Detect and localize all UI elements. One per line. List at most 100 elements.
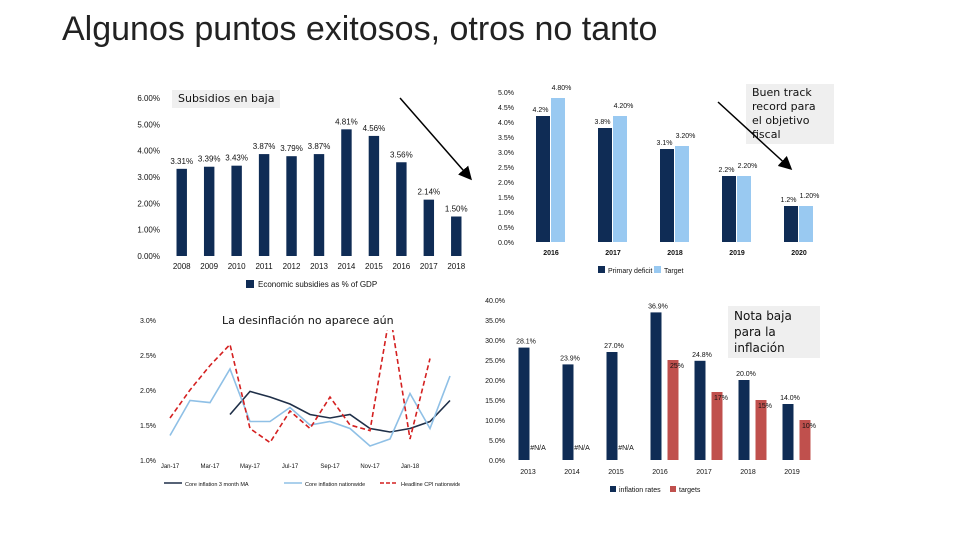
x-tick-label: 2009 (200, 262, 218, 271)
bar (606, 352, 618, 460)
x-tick-label: Sep-17 (320, 464, 340, 470)
x-tick-label: 2011 (255, 262, 273, 271)
x-tick-label: 2012 (283, 262, 301, 271)
x-tick-label: May-17 (240, 464, 261, 470)
y-tick-label: 0.0% (498, 240, 514, 247)
data-label: 3.1% (657, 140, 673, 147)
bar (176, 168, 187, 256)
data-label: 1.2% (781, 197, 797, 204)
legend-label: Headline CPI nationwide (401, 482, 460, 488)
slide-title: Algunos puntos exitosos, otros no tanto (62, 10, 658, 48)
data-label: 3.39% (198, 155, 221, 164)
bar (451, 216, 462, 256)
y-tick-label: 0.0% (489, 458, 505, 465)
series-line (169, 367, 451, 447)
x-tick-label: 2014 (564, 469, 580, 476)
x-tick-label: 2016 (392, 262, 410, 271)
data-label: 20.0% (736, 371, 756, 378)
x-tick-label: 2013 (520, 469, 536, 476)
bar (258, 154, 270, 256)
y-tick-label: 5.0% (489, 438, 505, 445)
data-label: 23.9% (560, 355, 580, 362)
y-tick-label: 3.00% (137, 173, 160, 182)
subsidies-note: Subsidios en baja (172, 90, 281, 108)
x-tick-label: 2017 (420, 262, 438, 271)
x-tick-label: 2013 (310, 262, 328, 271)
data-label: 4.80% (552, 85, 572, 92)
core-inflation-note: La desinflación no aparece aún (216, 312, 400, 330)
x-tick-label: 2020 (791, 250, 807, 257)
x-tick-label: 2015 (608, 469, 624, 476)
legend-label: targets (679, 487, 701, 494)
y-tick-label: 0.00% (137, 252, 160, 261)
data-label: 2.20% (738, 163, 758, 170)
data-label: 28.1% (516, 339, 536, 346)
data-label: 14.0% (780, 395, 800, 402)
y-tick-label: 10.0% (485, 418, 505, 425)
data-label: 27.0% (604, 343, 624, 350)
y-tick-label: 25.0% (485, 358, 505, 365)
data-label: 4.2% (533, 107, 549, 114)
data-label: 3.56% (390, 150, 413, 159)
bar (737, 176, 751, 242)
data-label: 3.8% (595, 119, 611, 126)
legend-label: Primary deficit (608, 268, 652, 275)
x-tick-label: 2018 (667, 250, 683, 257)
data-label: #N/A (530, 445, 546, 452)
data-label: 4.20% (614, 103, 634, 110)
bar (722, 176, 736, 242)
y-tick-label: 1.0% (140, 458, 156, 465)
bar (423, 199, 435, 256)
y-tick-label: 1.00% (137, 226, 160, 235)
bar (694, 360, 706, 460)
bar (650, 312, 662, 460)
bar (396, 162, 407, 256)
x-tick-label: 2017 (605, 250, 621, 257)
data-label: #N/A (574, 445, 590, 452)
y-tick-label: 6.00% (137, 94, 160, 103)
bar (667, 360, 679, 460)
data-label: 3.20% (676, 133, 696, 140)
x-tick-label: 2018 (740, 469, 756, 476)
bar (711, 392, 723, 460)
x-tick-label: 2016 (543, 250, 559, 257)
legend-label: Target (664, 268, 684, 275)
y-tick-label: 40.0% (485, 298, 505, 305)
legend-swatch (598, 266, 605, 273)
y-tick-label: 5.0% (498, 90, 514, 97)
x-tick-label: 2014 (338, 262, 356, 271)
data-label: 4.81% (335, 117, 358, 126)
data-label: 4.56% (363, 124, 386, 133)
x-tick-label: Jan-17 (161, 464, 180, 470)
y-tick-label: 1.5% (498, 195, 514, 202)
x-tick-label: 2018 (447, 262, 465, 271)
bar (613, 116, 627, 242)
y-tick-label: 2.0% (140, 388, 156, 395)
bar (799, 420, 811, 460)
y-tick-label: 1.0% (498, 210, 514, 217)
y-tick-label: 20.0% (485, 378, 505, 385)
x-tick-label: 2019 (784, 469, 800, 476)
legend-label: Economic subsidies as % of GDP (258, 280, 377, 289)
y-tick-label: 3.0% (140, 318, 156, 325)
x-tick-label: 2019 (729, 250, 745, 257)
data-label: 15% (758, 403, 772, 410)
data-label: 24.8% (692, 352, 712, 359)
core-inflation-chart: 1.0% 1.5% 2.0% 2.5% 3.0% Jan-17 Mar-17 May-17 Ju… (140, 312, 460, 488)
y-tick-label: 3.5% (498, 135, 514, 142)
bar (231, 165, 242, 256)
legend-swatch (670, 486, 676, 492)
legend-label: Core inflation nationwide (305, 482, 365, 488)
y-tick-label: 30.0% (485, 338, 505, 345)
bar (738, 380, 750, 460)
data-label: 2.2% (719, 167, 735, 174)
y-tick-label: 35.0% (485, 318, 505, 325)
y-tick-label: 0.5% (498, 225, 514, 232)
x-tick-label: 2017 (696, 469, 712, 476)
x-tick-label: Mar-17 (200, 464, 220, 470)
bar (562, 364, 574, 460)
series-line (169, 312, 431, 444)
x-tick-label: 2016 (652, 469, 668, 476)
data-label: 25% (670, 363, 684, 370)
data-label: #N/A (618, 445, 634, 452)
